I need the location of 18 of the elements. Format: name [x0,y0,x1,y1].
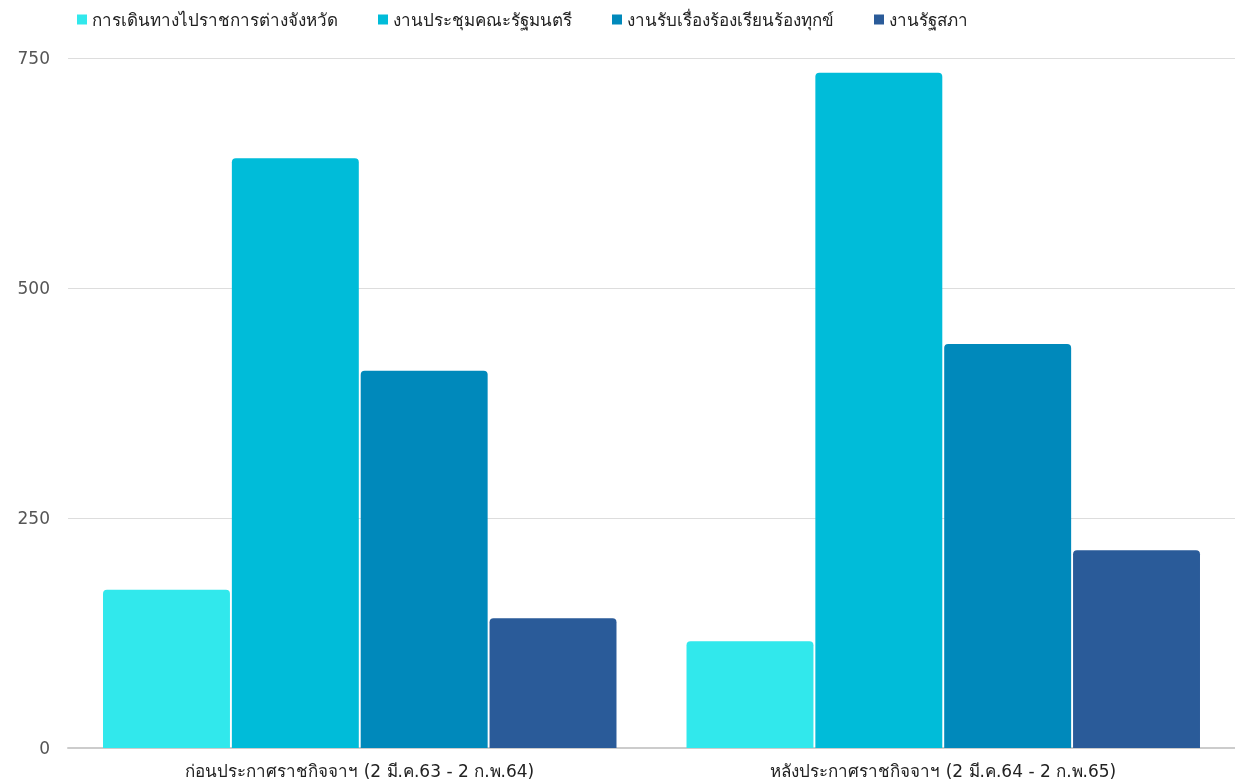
x-tick-label: ก่อนประกาศราชกิจจาฯ (2 มี.ค.63 - 2 ก.พ.64) [185,760,535,781]
bar [815,72,943,748]
bar [103,589,230,748]
legend-label: การเดินทางไปราชการต่างจังหวัด [92,9,338,30]
bar [1073,550,1200,748]
legend-label: งานรับเรื่องร้องเรียนร้องทุกข์ [627,7,834,31]
bar [231,158,359,748]
y-tick-label: 750 [17,48,50,68]
legend-label: งานประชุมคณะรัฐมนตรี [393,9,572,31]
bar [944,344,1072,748]
x-tick-label: หลังประกาศราชกิจจาฯ (2 มี.ค.64 - 2 ก.พ.65) [770,760,1117,781]
y-tick-label: 500 [17,278,50,298]
legend-label: งานรัฐสภา [889,9,968,31]
y-tick-label: 0 [39,738,50,758]
y-tick-label: 250 [17,508,50,528]
bar [686,641,814,748]
bar [360,370,488,748]
bar [489,618,617,748]
